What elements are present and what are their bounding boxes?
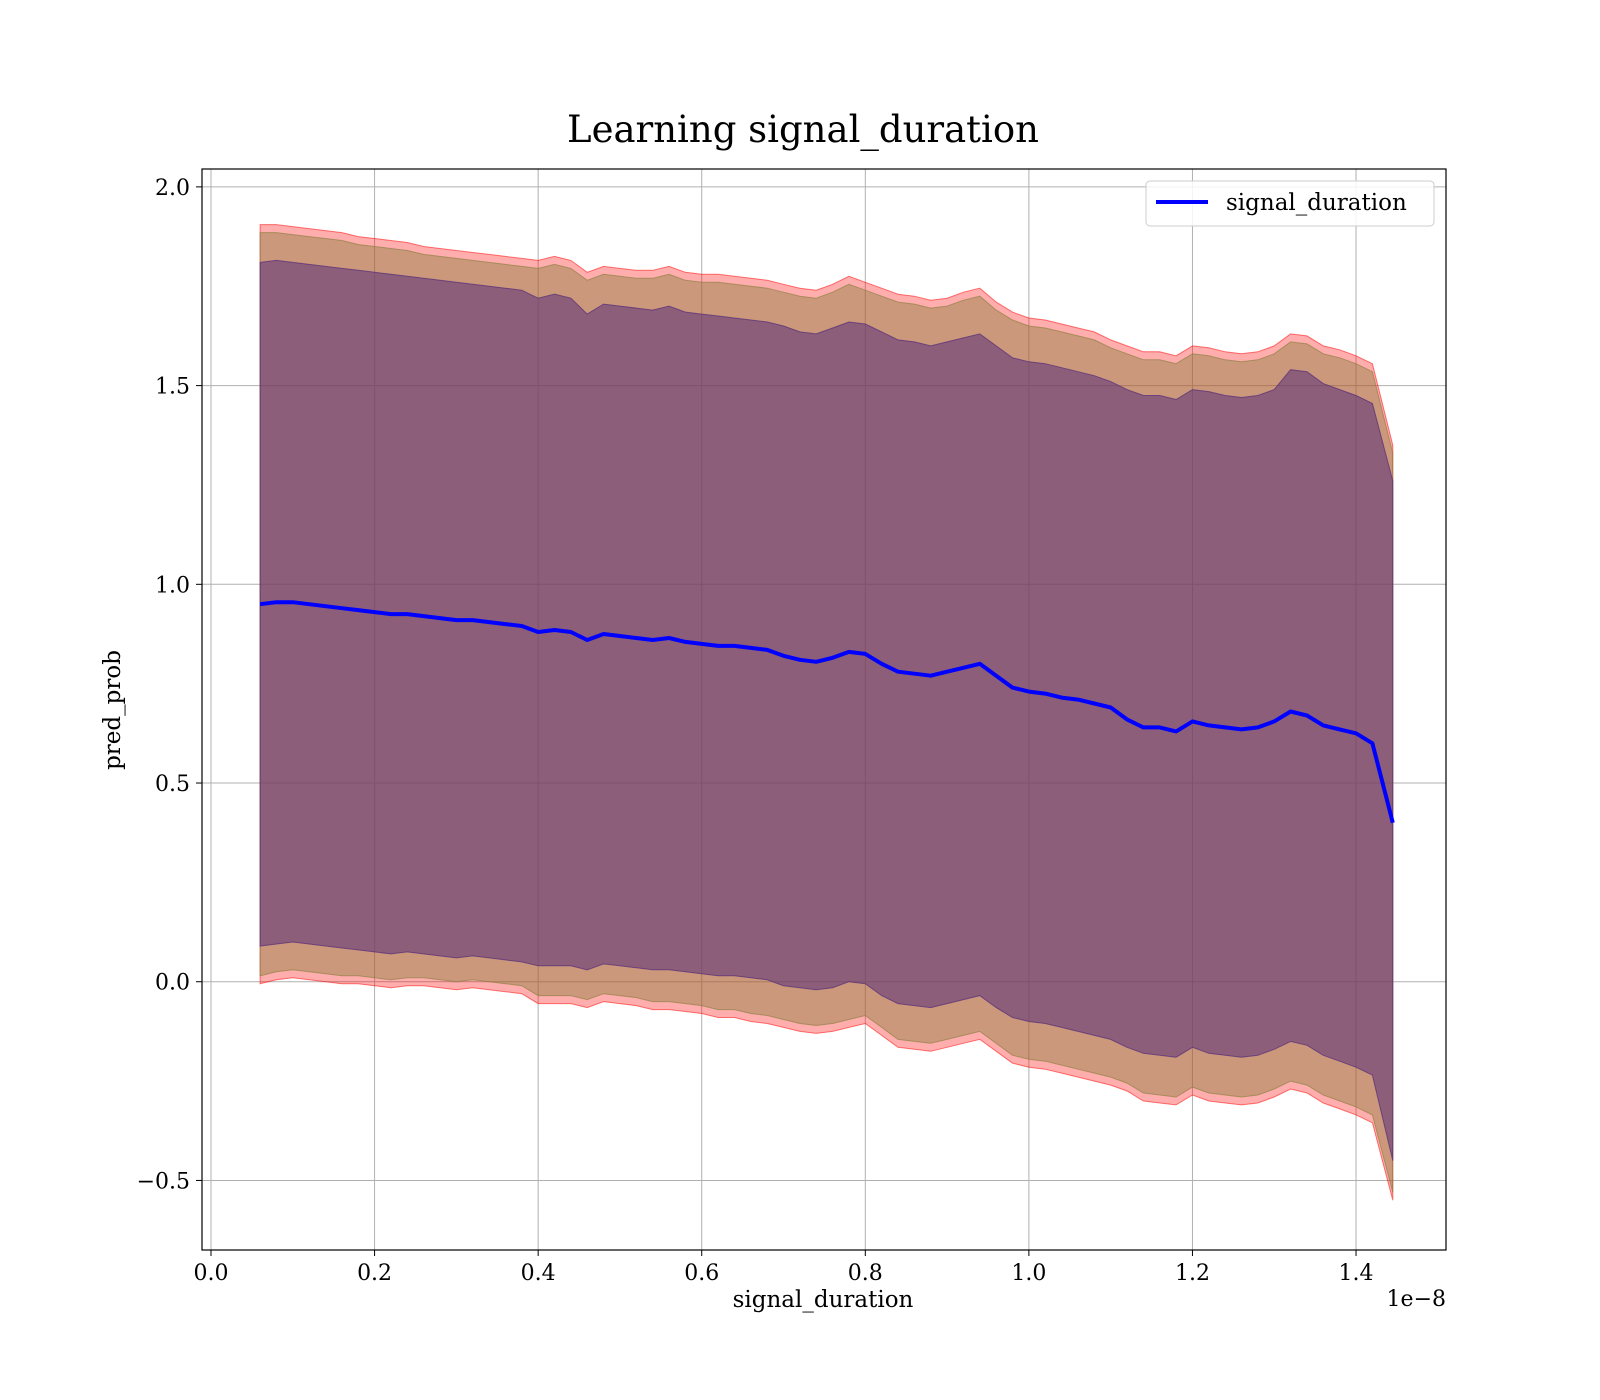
legend-box [1145,180,1435,227]
y-axis-label: pred_prob [100,650,126,770]
x-tick-label: 0.2 [357,1261,392,1286]
chart-title: Learning signal_duration [567,108,1039,152]
y-tick-label: 1.5 [155,375,190,400]
y-tick-label: −0.5 [137,1169,190,1194]
series-line [259,600,1395,824]
x-tick-label: 1.2 [1175,1261,1210,1286]
y-tick-label: 0.0 [155,971,190,996]
x-offset-text: 1e−8 [1387,1287,1446,1312]
y-tick-label: 0.5 [155,772,190,797]
y-tick-label: 2.0 [155,176,190,201]
x-tick-label: 0.4 [521,1261,556,1286]
plot-frame [201,168,1447,1251]
y-tick-label: 1.0 [155,573,190,598]
y-axis: −0.5 0.0 0.5 1.0 1.5 2.0 [137,176,202,1194]
x-tick-label: 0.6 [684,1261,719,1286]
confidence-bands [259,224,1394,1201]
x-tick-label: 0.0 [193,1261,228,1286]
confidence-band-3 [259,259,1394,1161]
x-tick-label: 1.0 [1011,1261,1046,1286]
x-axis-label: signal_duration [733,1287,914,1313]
x-tick-label: 1.4 [1339,1261,1374,1286]
x-axis: 0.0 0.2 0.4 0.6 0.8 1.0 1.2 1.4 [193,1250,1374,1286]
series-lines [259,600,1395,824]
x-tick-label: 0.8 [848,1261,883,1286]
legend: signal_duration [1145,180,1435,227]
legend-label: signal_duration [1226,190,1407,216]
